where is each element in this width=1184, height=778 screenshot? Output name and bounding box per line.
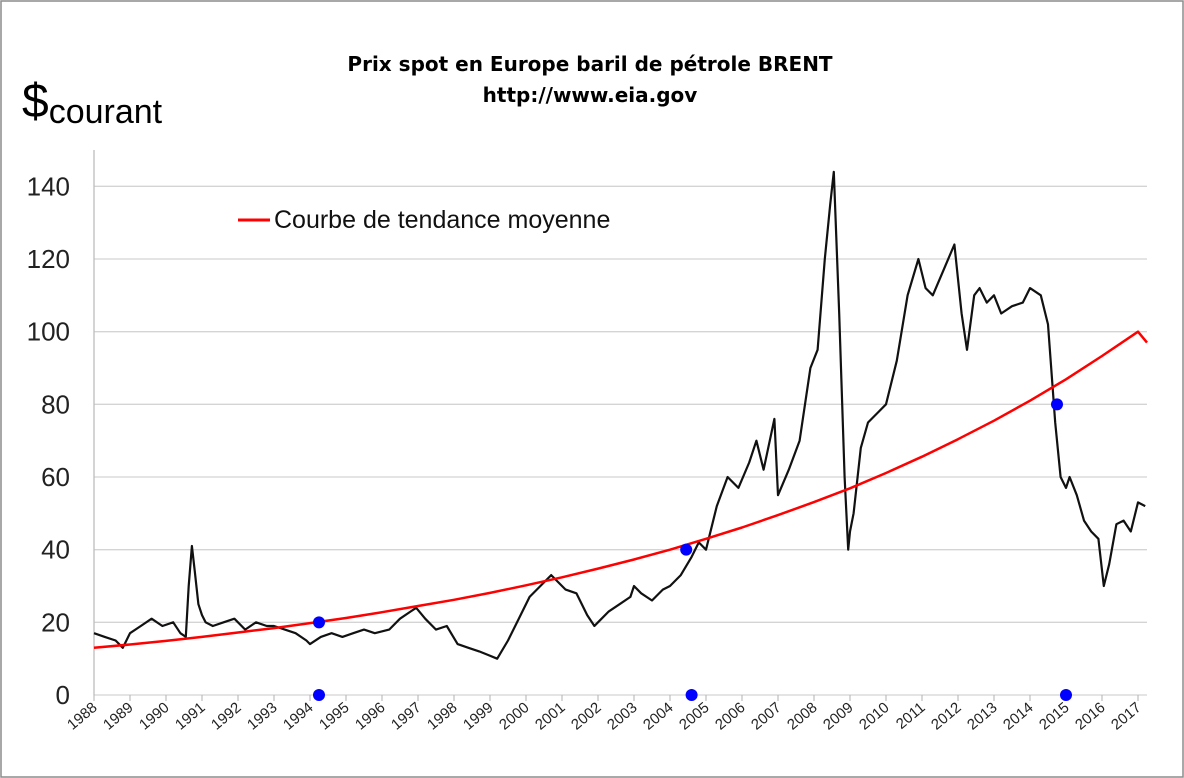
y-axis-unit-symbol: $ <box>22 75 49 128</box>
marker-point <box>685 689 698 701</box>
legend-label-trend: Courbe de tendance moyenne <box>274 206 610 234</box>
y-axis: 0 20 40 60 80 100 120 140 <box>27 150 95 710</box>
y-tick-label: 40 <box>41 535 70 565</box>
y-tick-label: 60 <box>41 462 70 492</box>
marker-point <box>680 543 693 556</box>
grid <box>94 185 1147 696</box>
chart-title: Prix spot en Europe baril de pétrole BRE… <box>347 52 833 76</box>
marker-point <box>1060 689 1072 701</box>
marker-point <box>313 689 325 701</box>
y-tick-label: 20 <box>41 607 70 637</box>
marker-point <box>1051 398 1063 411</box>
markers-group <box>313 398 1072 701</box>
y-tick-label: 140 <box>27 171 70 201</box>
y-axis-unit-subscript: courant <box>49 93 163 131</box>
y-tick-label: 100 <box>27 317 70 347</box>
y-tick-label: 0 <box>56 680 70 710</box>
y-axis-unit: $courant <box>22 75 163 131</box>
series-price-line <box>93 170 1146 660</box>
chart-subtitle: http://www.eia.gov <box>483 83 698 107</box>
series-group <box>93 170 1148 660</box>
legend: Courbe de tendance moyenne <box>238 206 610 234</box>
marker-point <box>313 616 325 629</box>
y-tick-label: 80 <box>41 389 70 419</box>
series-trend-line <box>93 330 1148 650</box>
y-tick-label: 120 <box>27 244 70 274</box>
